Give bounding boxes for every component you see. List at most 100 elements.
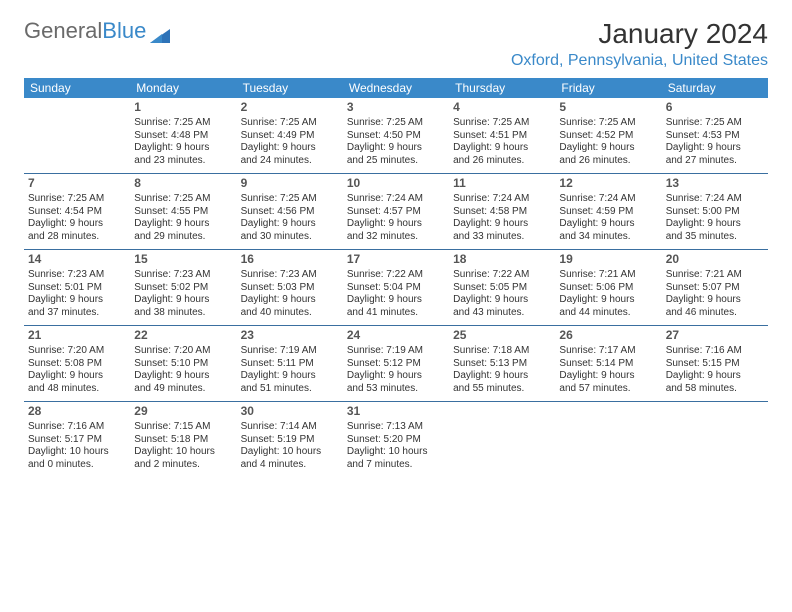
- day-number: 29: [130, 402, 236, 420]
- daylight-text-1: Daylight: 10 hours: [241, 446, 339, 459]
- sunset-text: Sunset: 5:06 PM: [559, 282, 657, 295]
- day-cell: Sunrise: 7:17 AMSunset: 5:14 PMDaylight:…: [555, 343, 661, 402]
- daylight-text-1: Daylight: 9 hours: [666, 294, 764, 307]
- day-cell: Sunrise: 7:25 AMSunset: 4:55 PMDaylight:…: [130, 191, 236, 250]
- day-detail-row: Sunrise: 7:20 AMSunset: 5:08 PMDaylight:…: [24, 343, 768, 402]
- day-number: 8: [130, 174, 236, 192]
- day-number: 10: [343, 174, 449, 192]
- sunrise-text: Sunrise: 7:18 AM: [453, 345, 551, 358]
- daylight-text-1: Daylight: 9 hours: [559, 370, 657, 383]
- day-cell: Sunrise: 7:20 AMSunset: 5:08 PMDaylight:…: [24, 343, 130, 402]
- title-block: January 2024 Oxford, Pennsylvania, Unite…: [511, 18, 768, 70]
- day-cell: [449, 419, 555, 477]
- sunset-text: Sunset: 5:03 PM: [241, 282, 339, 295]
- daylight-text-2: and 26 minutes.: [559, 155, 657, 168]
- sunset-text: Sunset: 5:14 PM: [559, 358, 657, 371]
- sunrise-text: Sunrise: 7:21 AM: [666, 269, 764, 282]
- day-cell: Sunrise: 7:24 AMSunset: 4:59 PMDaylight:…: [555, 191, 661, 250]
- brand-part1: General: [24, 18, 102, 44]
- sunrise-text: Sunrise: 7:16 AM: [28, 421, 126, 434]
- day-cell: Sunrise: 7:25 AMSunset: 4:48 PMDaylight:…: [130, 115, 236, 174]
- day-number: 25: [449, 326, 555, 344]
- sunset-text: Sunset: 5:13 PM: [453, 358, 551, 371]
- daylight-text-1: Daylight: 9 hours: [241, 142, 339, 155]
- day-cell: [662, 419, 768, 477]
- day-number: 4: [449, 98, 555, 115]
- daylight-text-1: Daylight: 9 hours: [347, 142, 445, 155]
- daylight-text-2: and 25 minutes.: [347, 155, 445, 168]
- sunset-text: Sunset: 5:18 PM: [134, 434, 232, 447]
- daylight-text-1: Daylight: 9 hours: [559, 294, 657, 307]
- sunset-text: Sunset: 4:50 PM: [347, 130, 445, 143]
- day-number: 9: [237, 174, 343, 192]
- day-cell: Sunrise: 7:23 AMSunset: 5:01 PMDaylight:…: [24, 267, 130, 326]
- day-cell: Sunrise: 7:19 AMSunset: 5:12 PMDaylight:…: [343, 343, 449, 402]
- day-number: 20: [662, 250, 768, 268]
- sunrise-text: Sunrise: 7:25 AM: [559, 117, 657, 130]
- daylight-text-2: and 55 minutes.: [453, 383, 551, 396]
- sunset-text: Sunset: 5:04 PM: [347, 282, 445, 295]
- sunrise-text: Sunrise: 7:25 AM: [134, 193, 232, 206]
- day-detail-row: Sunrise: 7:16 AMSunset: 5:17 PMDaylight:…: [24, 419, 768, 477]
- weekday-header: Sunday: [24, 78, 130, 98]
- header: GeneralBlue January 2024 Oxford, Pennsyl…: [24, 18, 768, 70]
- sunrise-text: Sunrise: 7:25 AM: [134, 117, 232, 130]
- day-number: 2: [237, 98, 343, 115]
- sunrise-text: Sunrise: 7:22 AM: [347, 269, 445, 282]
- sunset-text: Sunset: 5:07 PM: [666, 282, 764, 295]
- daylight-text-2: and 48 minutes.: [28, 383, 126, 396]
- daylight-text-1: Daylight: 9 hours: [347, 294, 445, 307]
- weekday-header: Saturday: [662, 78, 768, 98]
- day-number: 27: [662, 326, 768, 344]
- sunrise-text: Sunrise: 7:19 AM: [241, 345, 339, 358]
- sunset-text: Sunset: 5:08 PM: [28, 358, 126, 371]
- sunset-text: Sunset: 5:20 PM: [347, 434, 445, 447]
- day-number-row: 21222324252627: [24, 326, 768, 344]
- day-detail-row: Sunrise: 7:25 AMSunset: 4:54 PMDaylight:…: [24, 191, 768, 250]
- daylight-text-1: Daylight: 9 hours: [666, 370, 764, 383]
- daylight-text-2: and 46 minutes.: [666, 307, 764, 320]
- day-cell: Sunrise: 7:16 AMSunset: 5:15 PMDaylight:…: [662, 343, 768, 402]
- month-title: January 2024: [511, 18, 768, 50]
- day-detail-row: Sunrise: 7:23 AMSunset: 5:01 PMDaylight:…: [24, 267, 768, 326]
- sunset-text: Sunset: 5:05 PM: [453, 282, 551, 295]
- daylight-text-2: and 7 minutes.: [347, 459, 445, 472]
- sunrise-text: Sunrise: 7:13 AM: [347, 421, 445, 434]
- daylight-text-1: Daylight: 9 hours: [241, 370, 339, 383]
- day-number: 1: [130, 98, 236, 115]
- sunrise-text: Sunrise: 7:19 AM: [347, 345, 445, 358]
- sunset-text: Sunset: 4:48 PM: [134, 130, 232, 143]
- daylight-text-2: and 44 minutes.: [559, 307, 657, 320]
- day-cell: Sunrise: 7:25 AMSunset: 4:56 PMDaylight:…: [237, 191, 343, 250]
- daylight-text-2: and 51 minutes.: [241, 383, 339, 396]
- day-detail-row: Sunrise: 7:25 AMSunset: 4:48 PMDaylight:…: [24, 115, 768, 174]
- day-number: 18: [449, 250, 555, 268]
- daylight-text-2: and 29 minutes.: [134, 231, 232, 244]
- daylight-text-2: and 26 minutes.: [453, 155, 551, 168]
- day-cell: Sunrise: 7:19 AMSunset: 5:11 PMDaylight:…: [237, 343, 343, 402]
- day-number: 7: [24, 174, 130, 192]
- daylight-text-1: Daylight: 9 hours: [666, 218, 764, 231]
- daylight-text-1: Daylight: 9 hours: [241, 294, 339, 307]
- day-cell: Sunrise: 7:25 AMSunset: 4:53 PMDaylight:…: [662, 115, 768, 174]
- daylight-text-2: and 30 minutes.: [241, 231, 339, 244]
- daylight-text-1: Daylight: 10 hours: [347, 446, 445, 459]
- sunset-text: Sunset: 4:56 PM: [241, 206, 339, 219]
- daylight-text-2: and 37 minutes.: [28, 307, 126, 320]
- sunrise-text: Sunrise: 7:23 AM: [241, 269, 339, 282]
- daylight-text-2: and 35 minutes.: [666, 231, 764, 244]
- day-cell: Sunrise: 7:18 AMSunset: 5:13 PMDaylight:…: [449, 343, 555, 402]
- daylight-text-1: Daylight: 9 hours: [666, 142, 764, 155]
- sunset-text: Sunset: 5:12 PM: [347, 358, 445, 371]
- sunset-text: Sunset: 4:51 PM: [453, 130, 551, 143]
- daylight-text-1: Daylight: 9 hours: [453, 294, 551, 307]
- daylight-text-1: Daylight: 9 hours: [134, 218, 232, 231]
- day-number-row: 78910111213: [24, 174, 768, 192]
- daylight-text-2: and 27 minutes.: [666, 155, 764, 168]
- day-cell: Sunrise: 7:23 AMSunset: 5:03 PMDaylight:…: [237, 267, 343, 326]
- daylight-text-1: Daylight: 9 hours: [241, 218, 339, 231]
- weekday-header: Wednesday: [343, 78, 449, 98]
- daylight-text-1: Daylight: 9 hours: [28, 294, 126, 307]
- day-number-row: 28293031: [24, 402, 768, 420]
- weekday-header: Tuesday: [237, 78, 343, 98]
